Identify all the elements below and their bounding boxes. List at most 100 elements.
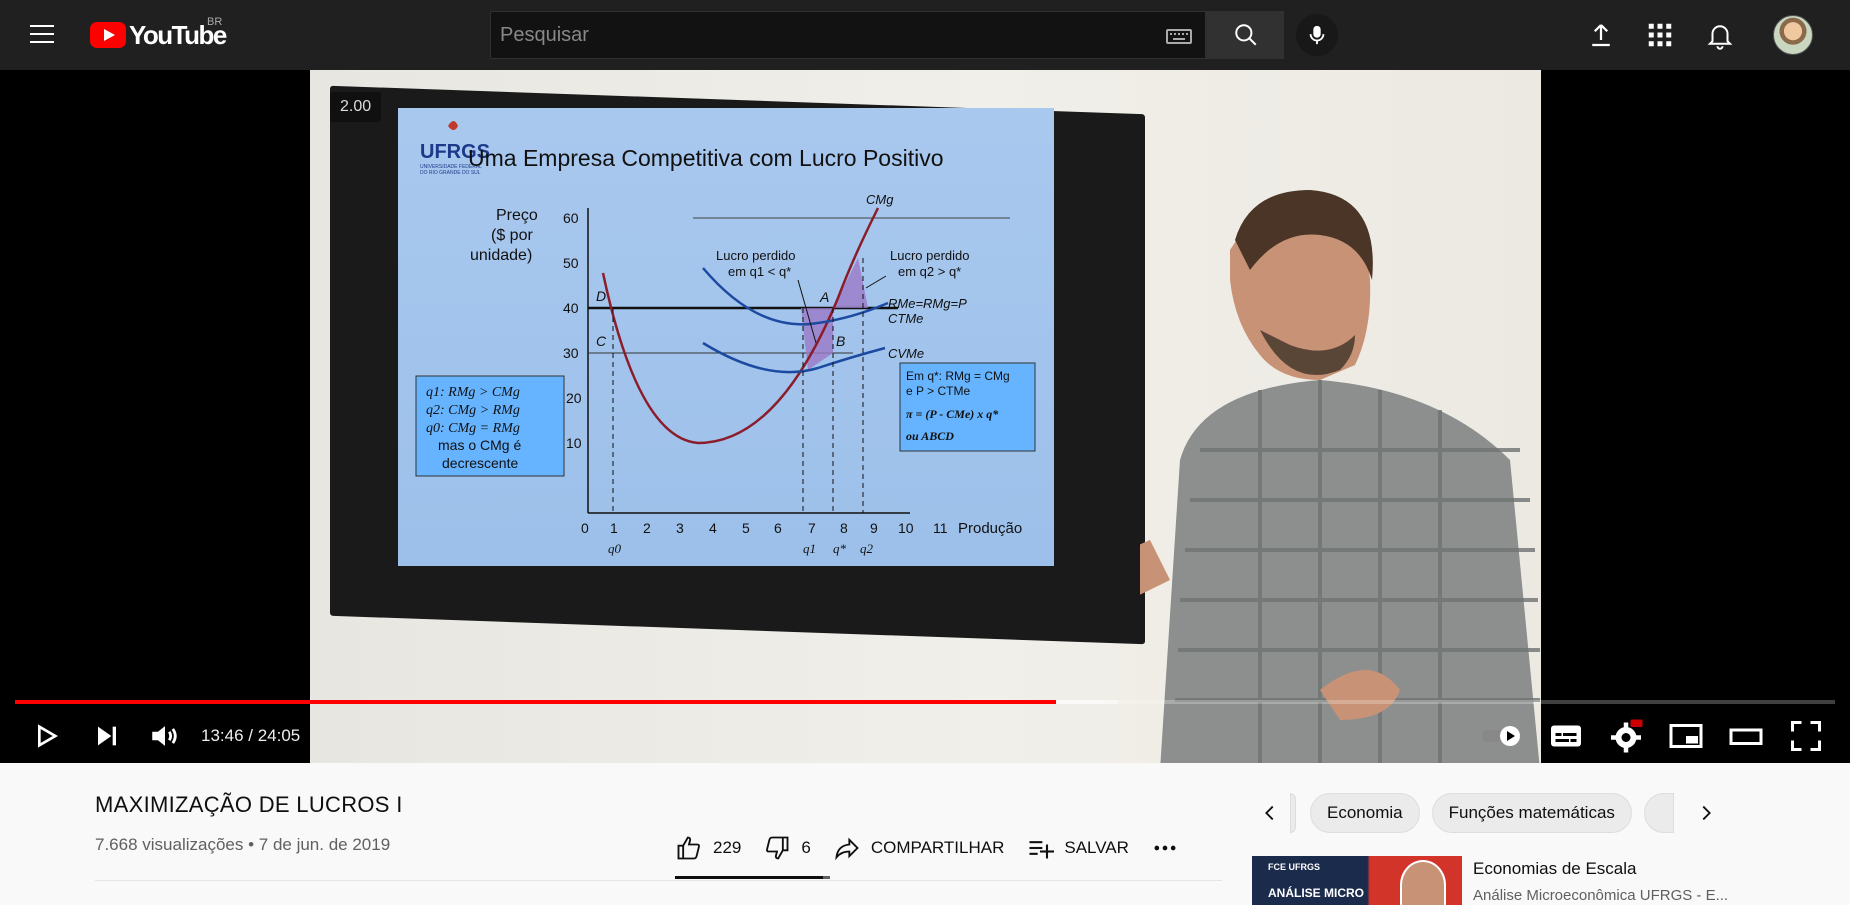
share-button[interactable]: COMPARTILHAR xyxy=(833,834,1005,862)
microphone-icon xyxy=(1309,25,1325,45)
right-box-line: e P > CTMe xyxy=(906,384,970,398)
logo-text: YouTube xyxy=(129,19,227,50)
search-input[interactable] xyxy=(491,12,1131,58)
keyboard-icon[interactable] xyxy=(1166,29,1192,44)
dislike-button[interactable]: 6 xyxy=(763,834,811,862)
share-label: COMPARTILHAR xyxy=(870,838,1005,857)
y-tick: 30 xyxy=(563,345,579,361)
recommendation-channel[interactable]: Análise Microeconômica UFRGS - E... xyxy=(1473,887,1729,904)
country-code: BR xyxy=(207,16,223,28)
x-tick: 5 xyxy=(742,520,750,536)
left-box-line: q0: CMg = RMg xyxy=(426,421,520,436)
video-frame[interactable]: UFRGS UNIVERSIDADE FEDERAL DO RIO GRANDE… xyxy=(310,70,1541,763)
lecture-slide: UFRGS UNIVERSIDADE FEDERAL DO RIO GRANDE… xyxy=(398,108,1054,566)
chips-prev-button[interactable] xyxy=(1250,793,1290,833)
presenter-figure xyxy=(1140,190,1540,763)
playlist-add-icon xyxy=(1029,841,1055,859)
x-tick: 9 xyxy=(870,520,878,536)
video-player[interactable]: UFRGS UNIVERSIDADE FEDERAL DO RIO GRANDE… xyxy=(0,70,1850,763)
chip-funcoes-matematicas[interactable]: Funções matemáticas xyxy=(1431,793,1632,833)
divider xyxy=(95,880,1222,881)
search-button[interactable] xyxy=(1206,11,1284,59)
save-label: SALVAR xyxy=(1064,838,1129,857)
y-tick: 50 xyxy=(563,255,579,271)
point-d: D xyxy=(596,288,606,304)
chevron-left-icon xyxy=(1265,805,1274,821)
user-avatar[interactable] xyxy=(1773,15,1813,55)
notifications-bell-icon[interactable] xyxy=(1705,20,1735,50)
x-tick: 4 xyxy=(709,520,717,536)
slide-logo-sub1: UNIVERSIDADE FEDERAL xyxy=(420,164,482,170)
share-icon xyxy=(835,837,859,861)
search-icon xyxy=(1235,24,1257,46)
price-line-label: RMe=RMg=P xyxy=(888,296,967,311)
fullscreen-icon[interactable] xyxy=(1788,718,1824,754)
chip-partial[interactable] xyxy=(1643,793,1674,833)
slide-graphic: UFRGS UNIVERSIDADE FEDERAL DO RIO GRANDE… xyxy=(415,121,1036,556)
time-display: 13:46 / 24:05 xyxy=(201,726,301,745)
ufrgs-logo: UFRGS UNIVERSIDADE FEDERAL DO RIO GRANDE… xyxy=(420,121,490,176)
right-box-line: Em q*: RMg = CMg xyxy=(906,369,1010,383)
next-video-icon[interactable] xyxy=(90,718,122,754)
miniplayer-icon[interactable] xyxy=(1668,718,1704,754)
theater-mode-icon[interactable] xyxy=(1728,718,1764,754)
progress-bar[interactable] xyxy=(15,700,1835,704)
thumb-label: ANÁLISE MICRO xyxy=(1268,886,1364,900)
chip-partial[interactable] xyxy=(1290,793,1296,833)
x-tick: 2 xyxy=(643,520,651,536)
x-tick: 7 xyxy=(808,520,816,536)
dislike-count: 6 xyxy=(801,838,811,857)
lost-profit-1-a: Lucro perdido xyxy=(716,248,796,263)
x-tick: 1 xyxy=(610,520,618,536)
cvme-label: CVMe xyxy=(888,346,924,361)
youtube-logo[interactable]: YouTube xyxy=(90,19,227,50)
q2-label: q2 xyxy=(860,541,874,556)
video-meta: 7.668 visualizações • 7 de jun. de 2019 xyxy=(95,835,391,854)
search-box xyxy=(490,11,1206,59)
chevron-right-icon xyxy=(1702,805,1711,821)
left-box-line: q2: CMg > RMg xyxy=(426,403,520,418)
point-a: A xyxy=(819,289,829,305)
more-horizontal-icon xyxy=(1154,845,1176,851)
left-box-line: q1: RMg > CMg xyxy=(426,385,520,400)
save-button[interactable]: SALVAR xyxy=(1026,834,1129,862)
menu-icon[interactable] xyxy=(30,25,54,43)
chip-economia[interactable]: Economia xyxy=(1310,793,1420,833)
left-box-line: decrescente xyxy=(442,455,518,471)
recommendation-title[interactable]: Economias de Escala xyxy=(1473,859,1637,878)
play-icon[interactable] xyxy=(30,718,62,754)
top-bar: YouTube BR xyxy=(0,0,1850,70)
cmg-label: CMg xyxy=(866,192,894,207)
left-box-line: mas o CMg é xyxy=(438,437,521,453)
voice-search-button[interactable] xyxy=(1296,14,1338,56)
related-chips: Economia Funções matemáticas xyxy=(1250,793,1726,833)
y-tick: 60 xyxy=(563,210,579,226)
subtitles-icon[interactable] xyxy=(1548,718,1584,754)
autoplay-toggle[interactable] xyxy=(1478,718,1524,754)
chips-next-button[interactable] xyxy=(1686,793,1726,833)
thumbs-up-icon xyxy=(677,836,700,860)
x-tick: 6 xyxy=(774,520,782,536)
slide-title: Uma Empresa Competitiva com Lucro Positi… xyxy=(468,145,944,171)
slide-logo: UFRGS xyxy=(420,141,490,163)
slide-ylabel-3: unidade) xyxy=(470,247,532,264)
progress-played xyxy=(15,700,1057,704)
y-tick: 10 xyxy=(566,435,582,451)
apps-grid-icon[interactable] xyxy=(1645,20,1675,50)
upload-icon[interactable] xyxy=(1586,20,1616,50)
slide-ylabel-2: ($ por xyxy=(491,227,533,244)
settings-gear-icon[interactable] xyxy=(1608,718,1644,754)
qstar-label: q* xyxy=(833,541,847,556)
youtube-play-icon xyxy=(90,22,126,48)
y-tick: 40 xyxy=(563,300,579,316)
recommendation-thumbnail[interactable]: FCE UFRGS ANÁLISE MICRO xyxy=(1252,856,1462,905)
x-tick: 10 xyxy=(898,520,914,536)
thumb-presenter xyxy=(1400,860,1446,905)
slide-ylabel-1: Preço xyxy=(496,207,538,224)
like-count: 229 xyxy=(713,838,742,857)
x-tick: 11 xyxy=(933,520,948,536)
more-actions-button[interactable] xyxy=(1151,834,1189,862)
like-button[interactable]: 229 xyxy=(675,834,741,862)
right-box-line: π = (P - CMe) x q* xyxy=(906,407,999,421)
volume-icon[interactable] xyxy=(148,718,182,754)
